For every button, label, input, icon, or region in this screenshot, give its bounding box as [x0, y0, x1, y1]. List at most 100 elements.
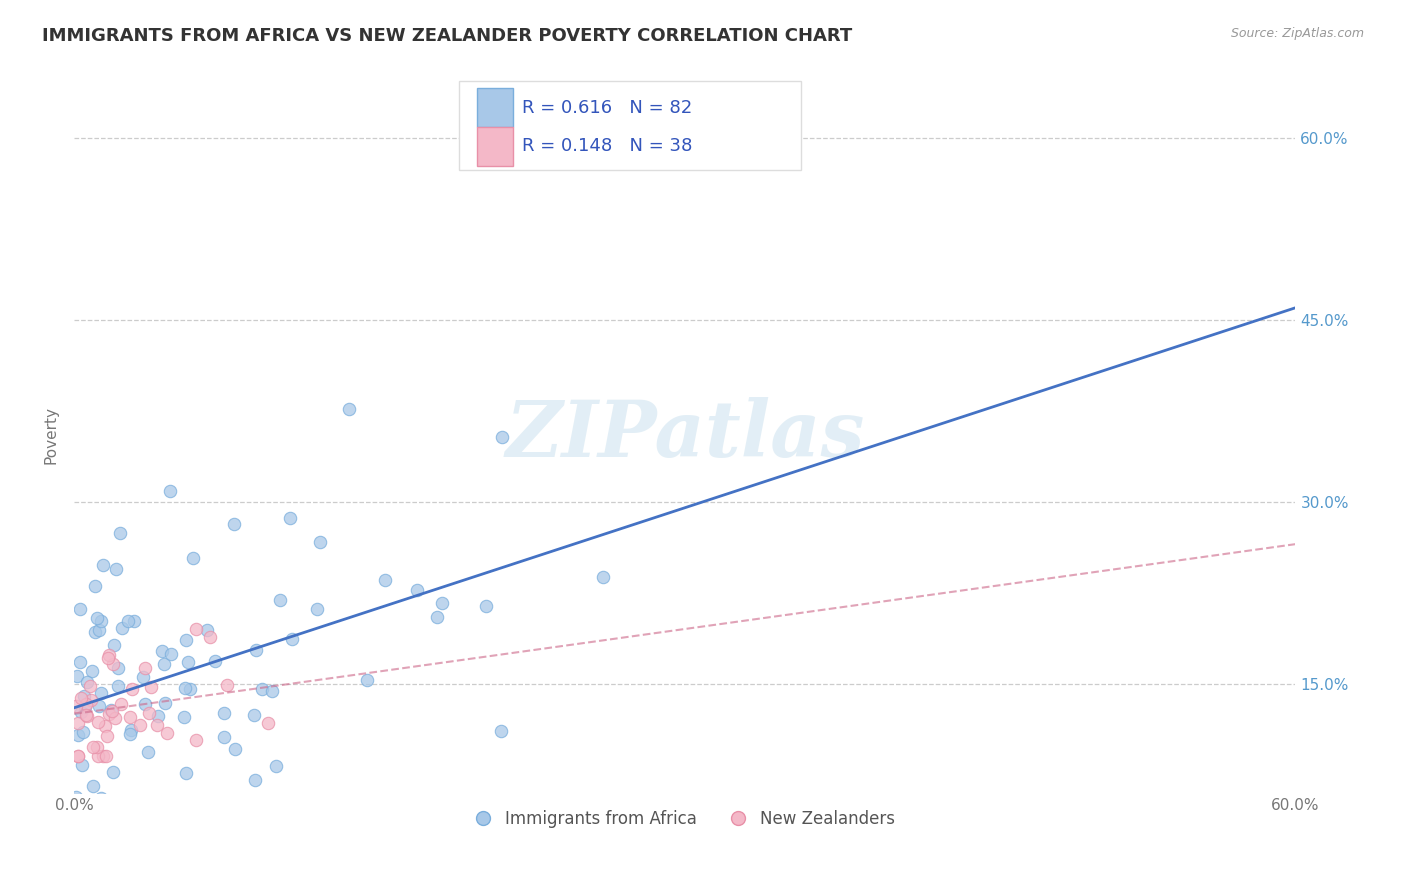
Point — [76, 709, 98, 723]
Point — [110, 698, 132, 712]
Point — [405, 583, 427, 598]
FancyBboxPatch shape — [458, 81, 801, 170]
Point — [122, 614, 145, 628]
Point — [108, 525, 131, 540]
Point — [96, 749, 118, 764]
Point — [72, 690, 94, 704]
Point — [66, 669, 89, 683]
Point — [107, 661, 129, 675]
Text: IMMIGRANTS FROM AFRICA VS NEW ZEALANDER POVERTY CORRELATION CHART: IMMIGRANTS FROM AFRICA VS NEW ZEALANDER … — [42, 27, 852, 45]
Point — [101, 765, 124, 780]
Point — [173, 710, 195, 724]
Legend: Immigrants from Africa, New Zealanders: Immigrants from Africa, New Zealanders — [468, 803, 901, 834]
Point — [93, 718, 115, 732]
Point — [107, 679, 129, 693]
Point — [305, 602, 328, 616]
Point — [176, 633, 198, 648]
Text: R = 0.616   N = 82: R = 0.616 N = 82 — [523, 99, 693, 117]
Point — [474, 599, 496, 614]
Point — [186, 733, 208, 747]
Point — [174, 681, 197, 695]
Point — [76, 674, 98, 689]
Point — [91, 558, 114, 573]
Point — [75, 700, 97, 714]
Point — [82, 739, 104, 754]
Point — [66, 749, 89, 764]
Point — [86, 611, 108, 625]
Point — [100, 702, 122, 716]
FancyBboxPatch shape — [477, 127, 513, 166]
Point — [186, 622, 208, 636]
Point — [69, 656, 91, 670]
Point — [430, 596, 453, 610]
Point — [128, 718, 150, 732]
Text: ZIPatlas: ZIPatlas — [505, 397, 865, 474]
FancyBboxPatch shape — [477, 88, 513, 127]
Point — [308, 535, 330, 549]
Point — [90, 686, 112, 700]
Point — [65, 699, 87, 714]
Point — [134, 698, 156, 712]
Point — [83, 625, 105, 640]
Point — [103, 638, 125, 652]
Point — [97, 650, 120, 665]
Text: Source: ZipAtlas.com: Source: ZipAtlas.com — [1230, 27, 1364, 40]
Point — [80, 693, 103, 707]
Point — [491, 430, 513, 444]
Point — [67, 729, 90, 743]
Point — [134, 661, 156, 675]
Text: R = 0.148   N = 38: R = 0.148 N = 38 — [523, 137, 693, 155]
Point — [65, 790, 87, 805]
Point — [70, 690, 93, 705]
Point — [177, 655, 200, 669]
Point — [105, 561, 128, 575]
Point — [87, 715, 110, 730]
Point — [159, 648, 181, 662]
Point — [83, 579, 105, 593]
Point — [132, 670, 155, 684]
Point — [69, 602, 91, 616]
Point — [90, 791, 112, 805]
Point — [222, 516, 245, 531]
Point — [101, 705, 124, 719]
Point — [72, 725, 94, 739]
Point — [82, 665, 104, 679]
Point — [250, 681, 273, 696]
Point — [70, 705, 93, 719]
Y-axis label: Poverty: Poverty — [44, 406, 58, 464]
Point — [87, 698, 110, 713]
Point — [260, 684, 283, 698]
Point — [72, 757, 94, 772]
Point — [98, 648, 121, 663]
Point — [179, 681, 201, 696]
Point — [77, 797, 100, 812]
Point — [105, 797, 128, 812]
Point — [269, 593, 291, 607]
Point — [150, 644, 173, 658]
Point — [90, 614, 112, 628]
Point — [93, 749, 115, 764]
Point — [224, 742, 246, 756]
Point — [138, 745, 160, 759]
Point — [67, 749, 90, 764]
Point — [214, 706, 236, 721]
Point — [87, 623, 110, 637]
Point — [75, 697, 97, 711]
Point — [200, 630, 222, 644]
Point — [264, 759, 287, 773]
Point — [183, 550, 205, 565]
Point — [98, 707, 121, 722]
Point — [120, 723, 142, 737]
Point — [146, 718, 169, 732]
Point — [139, 680, 162, 694]
Point — [156, 726, 179, 740]
Point — [243, 708, 266, 723]
Point — [281, 632, 304, 647]
Point — [152, 657, 174, 671]
Point — [118, 726, 141, 740]
Point — [103, 711, 125, 725]
Point — [153, 697, 176, 711]
Point — [138, 706, 160, 720]
Point — [103, 657, 125, 671]
Point — [374, 573, 396, 587]
